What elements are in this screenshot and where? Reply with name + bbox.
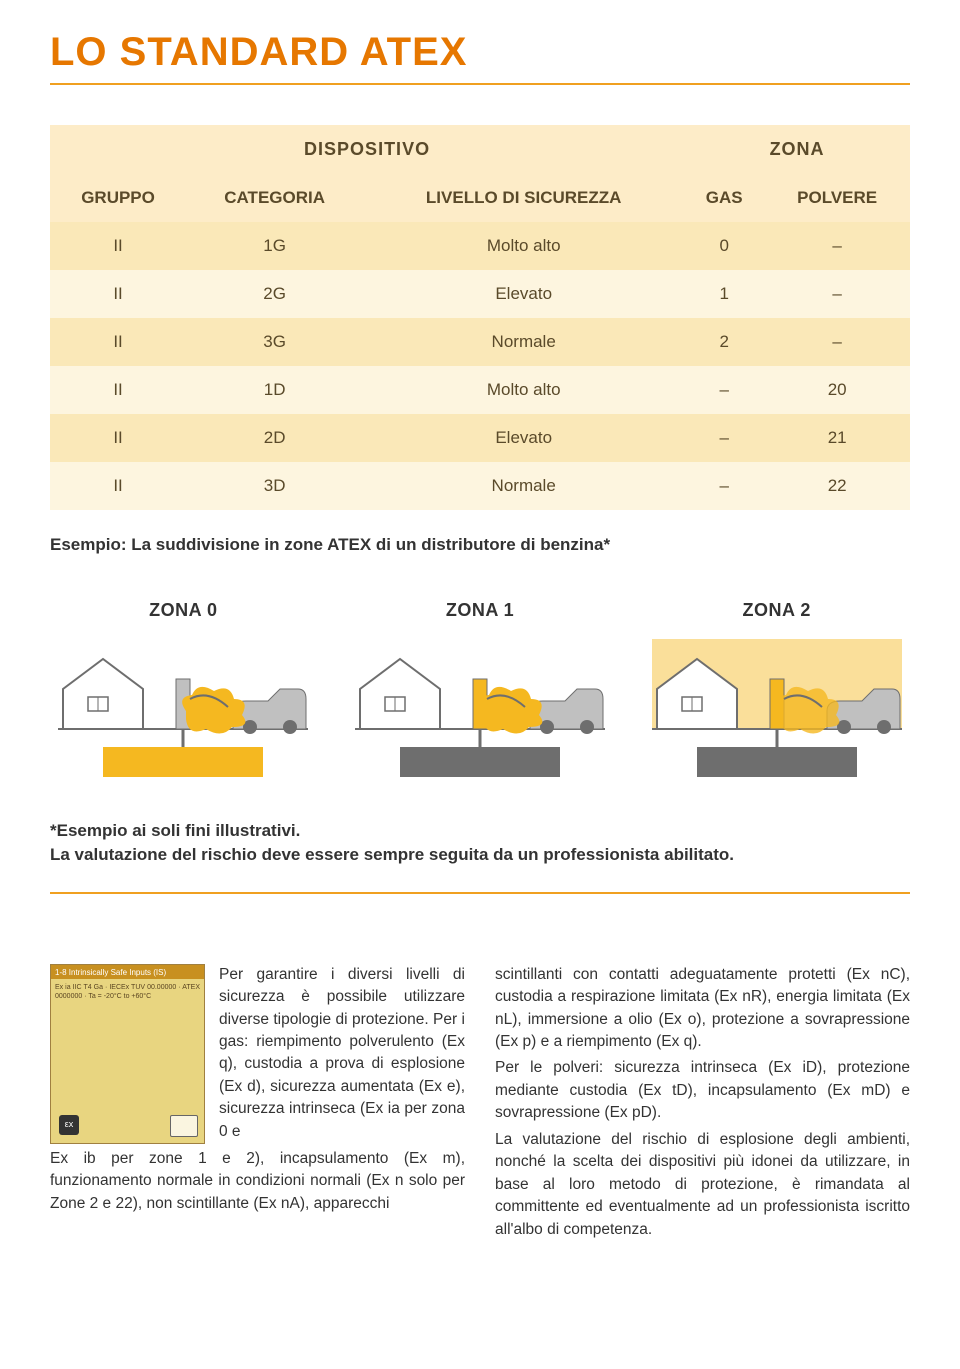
- paragraph: La valutazione del rischio di esplosione…: [495, 1129, 910, 1241]
- paragraph: Per le polveri: sicurezza intrinseca (Ex…: [495, 1057, 910, 1124]
- zone-0: ZONA 0: [50, 600, 317, 779]
- zone-2: ZONA 2: [643, 600, 910, 779]
- table-cell: 22: [764, 462, 910, 510]
- table-cell: II: [50, 222, 186, 270]
- footnote-bold: *Esempio ai soli fini illustrativi.: [50, 821, 300, 840]
- table-cell: 2D: [186, 414, 363, 462]
- table-row: II3DNormale–22: [50, 462, 910, 510]
- right-text: scintillanti con contatti adeguatamente …: [495, 964, 910, 1242]
- table-cell: Elevato: [363, 270, 684, 318]
- left-column: 1-8 Intrinsically Safe Inputs (IS) Ex ia…: [50, 964, 465, 1242]
- table-cell: –: [764, 222, 910, 270]
- table-cell: 20: [764, 366, 910, 414]
- table-row: II2DElevato–21: [50, 414, 910, 462]
- paragraph: scintillanti con contatti adeguatamente …: [495, 964, 910, 1054]
- zone-2-svg: [652, 639, 902, 779]
- table-cell: 1: [684, 270, 764, 318]
- right-column: scintillanti con contatti adeguatamente …: [495, 964, 910, 1242]
- table-cell: 21: [764, 414, 910, 462]
- zone-0-svg: [58, 639, 308, 779]
- table-cell: Elevato: [363, 414, 684, 462]
- table-row: II3GNormale2–: [50, 318, 910, 366]
- footnote: *Esempio ai soli fini illustrativi. La v…: [50, 819, 910, 867]
- table-row: II1DMolto alto–20: [50, 366, 910, 414]
- th-categoria: CATEGORIA: [186, 174, 363, 222]
- table-cell: –: [684, 414, 764, 462]
- table-row: II1GMolto alto0–: [50, 222, 910, 270]
- table-cell: –: [684, 366, 764, 414]
- table-cell: Molto alto: [363, 366, 684, 414]
- table-cell: 2: [684, 318, 764, 366]
- table-caption: Esempio: La suddivisione in zone ATEX di…: [50, 535, 910, 555]
- table-cell: Molto alto: [363, 222, 684, 270]
- section-rule: [50, 892, 910, 894]
- table-cell: –: [684, 462, 764, 510]
- ex-icon: εx: [59, 1115, 79, 1135]
- body-columns: 1-8 Intrinsically Safe Inputs (IS) Ex ia…: [50, 964, 910, 1242]
- label-stripe: 1-8 Intrinsically Safe Inputs (IS): [51, 965, 204, 979]
- th-dispositivo: DISPOSITIVO: [50, 125, 684, 174]
- book-icon: [170, 1115, 198, 1137]
- th-zona: ZONA: [684, 125, 910, 174]
- footnote-rest: La valutazione del rischio deve essere s…: [50, 845, 734, 864]
- table-cell: 2G: [186, 270, 363, 318]
- left-wrapped-text: Per garantire i diversi livelli di sicur…: [219, 964, 465, 1144]
- zone-1-label: ZONA 1: [446, 600, 514, 621]
- classification-table: DISPOSITIVO ZONA GRUPPO CATEGORIA LIVELL…: [50, 125, 910, 510]
- zone-diagrams: ZONA 0 ZONA 1 ZONA 2: [50, 600, 910, 779]
- left-cont-text: Ex ib per zone 1 e 2), incapsulamento (E…: [50, 1148, 465, 1215]
- table-cell: Normale: [363, 462, 684, 510]
- table-cell: Normale: [363, 318, 684, 366]
- table-cell: 0: [684, 222, 764, 270]
- table-cell: –: [764, 270, 910, 318]
- zone-2-label: ZONA 2: [743, 600, 811, 621]
- th-polvere: POLVERE: [764, 174, 910, 222]
- table-cell: 1G: [186, 222, 363, 270]
- table-cell: II: [50, 366, 186, 414]
- title-rule: [50, 83, 910, 85]
- th-livello: LIVELLO DI SICUREZZA: [363, 174, 684, 222]
- table-cell: 3G: [186, 318, 363, 366]
- zone-1-svg: [355, 639, 605, 779]
- table-cell: II: [50, 462, 186, 510]
- table-body: II1GMolto alto0–II2GElevato1–II3GNormale…: [50, 222, 910, 510]
- label-body: Ex ia IIC T4 Ga · IECEx TUV 00.00000 · A…: [51, 979, 204, 1005]
- table-cell: II: [50, 414, 186, 462]
- table-cell: 3D: [186, 462, 363, 510]
- table-cell: 1D: [186, 366, 363, 414]
- page-title: LO STANDARD ATEX: [50, 30, 910, 75]
- table-cell: II: [50, 270, 186, 318]
- zone-0-label: ZONA 0: [149, 600, 217, 621]
- table-cell: –: [764, 318, 910, 366]
- atex-label-image: 1-8 Intrinsically Safe Inputs (IS) Ex ia…: [50, 964, 205, 1144]
- zone-1: ZONA 1: [347, 600, 614, 779]
- th-gas: GAS: [684, 174, 764, 222]
- table-cell: II: [50, 318, 186, 366]
- th-gruppo: GRUPPO: [50, 174, 186, 222]
- table-row: II2GElevato1–: [50, 270, 910, 318]
